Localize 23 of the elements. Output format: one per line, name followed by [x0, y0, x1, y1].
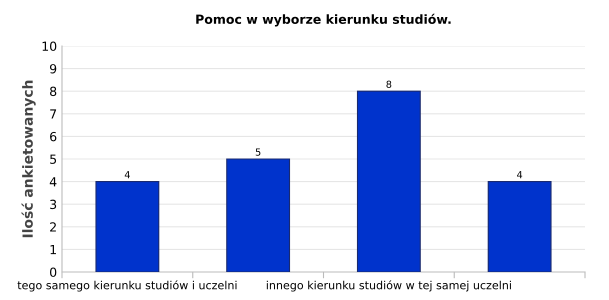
- bar: [95, 181, 160, 272]
- chart-title: Pomoc w wyborze kierunku studiów.: [196, 14, 451, 26]
- y-axis-title: Ilość ankietowanych: [22, 80, 36, 238]
- y-tick-label: 3: [50, 200, 56, 210]
- bar: [488, 181, 552, 272]
- y-tick-label: 6: [50, 132, 56, 142]
- x-tick-label: innego kierunku studiów w tej samej uczelni: [266, 280, 511, 292]
- y-tick-label: 8: [50, 86, 56, 96]
- y-tick-label: 10: [42, 41, 56, 51]
- y-tick-label: 0: [50, 267, 56, 277]
- bar: [226, 158, 290, 272]
- data-label: 5: [256, 148, 260, 156]
- data-label: 4: [124, 171, 130, 178]
- data-label: 8: [386, 80, 392, 88]
- y-tick-label: 9: [50, 64, 56, 74]
- y-tick-label: 4: [50, 177, 56, 186]
- data-label: 4: [517, 171, 522, 178]
- y-tick-label: 5: [50, 154, 56, 164]
- y-tick-label: 2: [50, 222, 56, 232]
- y-tick-label: 1: [50, 245, 56, 254]
- x-tick-label: tego samego kierunku studiów i uczelni: [18, 280, 236, 292]
- y-tick-label: 7: [50, 109, 56, 119]
- bar: [356, 90, 421, 272]
